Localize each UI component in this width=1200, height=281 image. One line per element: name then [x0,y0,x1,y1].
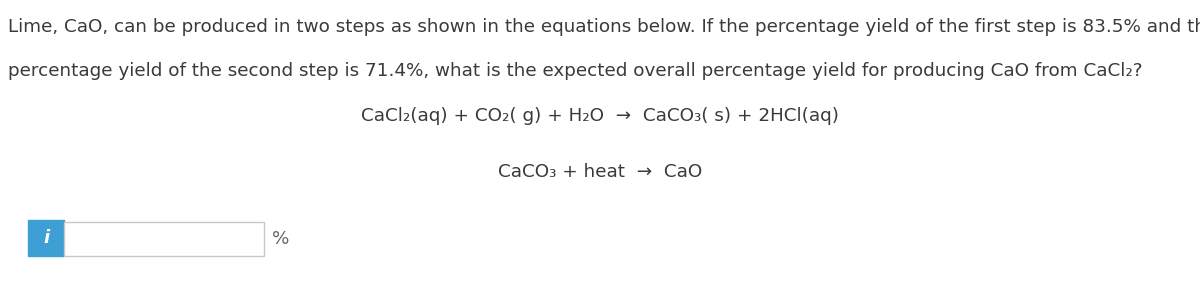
Text: CaCO₃ + heat  →  CaO: CaCO₃ + heat → CaO [498,163,702,181]
Text: CaCl₂(aq) + CO₂( g) + H₂O  →  CaCO₃( s) + 2HCl(aq): CaCl₂(aq) + CO₂( g) + H₂O → CaCO₃( s) + … [361,107,839,125]
FancyBboxPatch shape [28,220,64,256]
FancyBboxPatch shape [64,222,264,256]
Text: i: i [43,229,49,247]
Text: Lime, CaO, can be produced in two steps as shown in the equations below. If the : Lime, CaO, can be produced in two steps … [8,18,1200,36]
Text: %: % [272,230,289,248]
Text: percentage yield of the second step is 71.4%, what is the expected overall perce: percentage yield of the second step is 7… [8,62,1142,80]
